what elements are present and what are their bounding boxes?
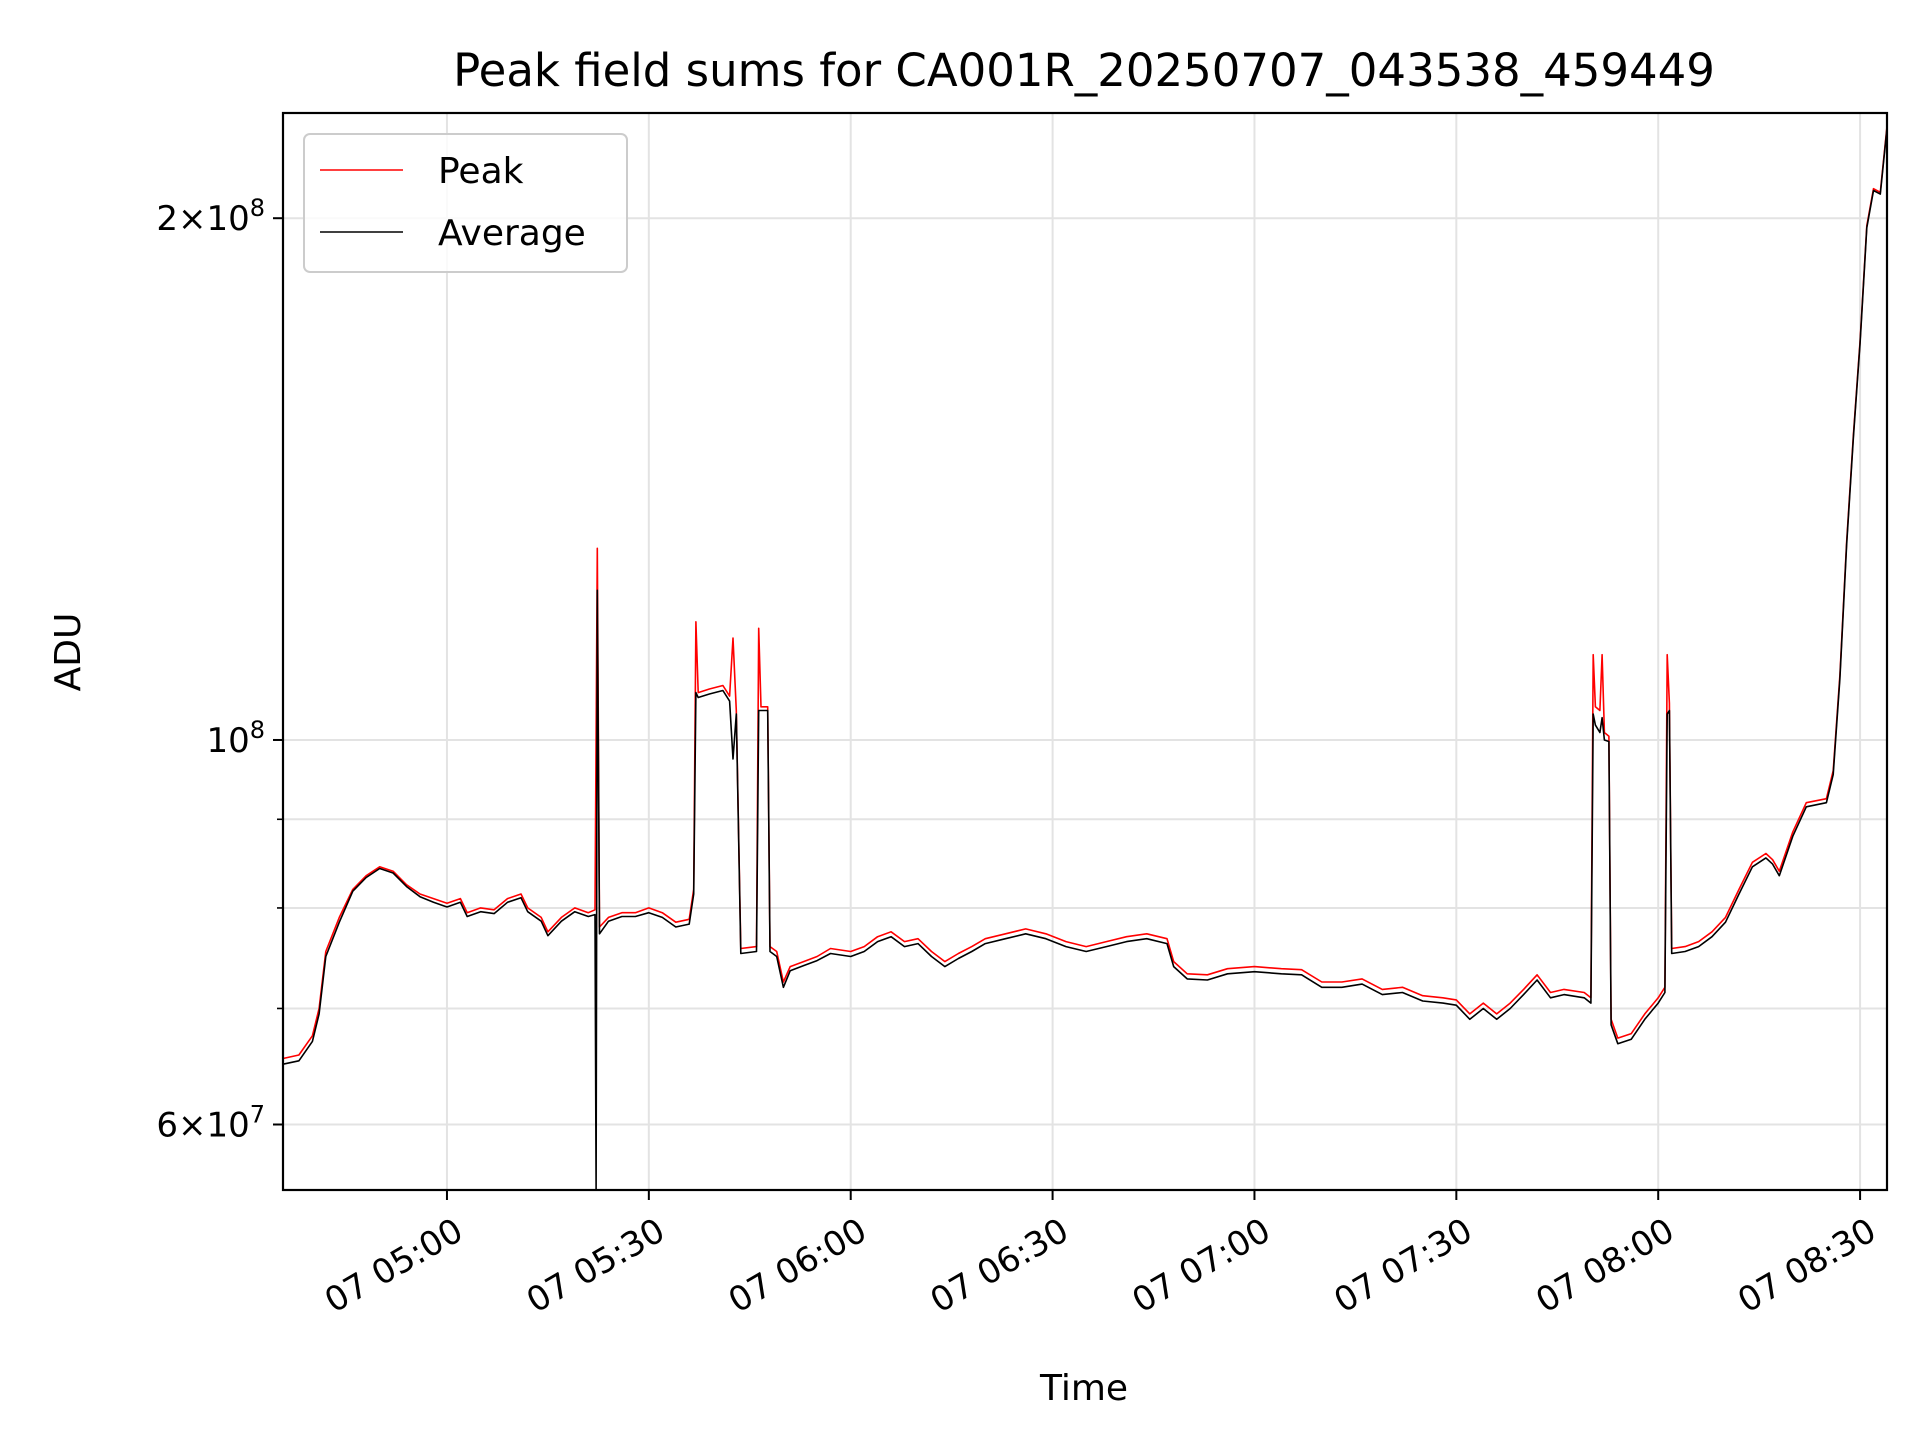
y-tick-label: 6×107 xyxy=(156,1101,265,1146)
x-tick-label: 07 05:30 xyxy=(520,1211,672,1322)
x-axis-label: Time xyxy=(1039,1368,1128,1409)
legend-label-peak: Peak xyxy=(438,151,524,192)
chart-title: Peak field sums for CA001R_20250707_0435… xyxy=(453,44,1715,97)
y-axis-label: ADU xyxy=(48,613,89,692)
x-tick-label: 07 06:30 xyxy=(924,1211,1076,1322)
grid xyxy=(283,113,1887,1190)
x-axis: 07 05:00 07 05:30 07 06:00 07 06:30 07 07:00… xyxy=(318,1190,1883,1321)
series-line-peak xyxy=(282,126,1888,1060)
plot-area xyxy=(282,126,1888,1191)
plot-frame xyxy=(281,111,1889,1192)
x-tick-label: 07 05:00 xyxy=(318,1211,470,1322)
x-tick-label: 07 08:00 xyxy=(1529,1211,1681,1322)
x-tick-label: 07 07:00 xyxy=(1126,1211,1278,1322)
y-axis: 6×107 108 2×108 xyxy=(156,194,283,1146)
y-tick-label: 108 xyxy=(206,716,265,761)
x-tick-label: 07 08:30 xyxy=(1731,1211,1883,1322)
x-tick-label: 07 07:30 xyxy=(1328,1211,1480,1322)
legend: Peak Average xyxy=(303,133,628,273)
series-line-average xyxy=(282,127,1888,1191)
x-tick-label: 07 06:00 xyxy=(722,1211,874,1322)
y-tick-label: 2×108 xyxy=(156,194,265,239)
legend-label-average: Average xyxy=(438,213,586,254)
legend-box xyxy=(303,133,628,273)
